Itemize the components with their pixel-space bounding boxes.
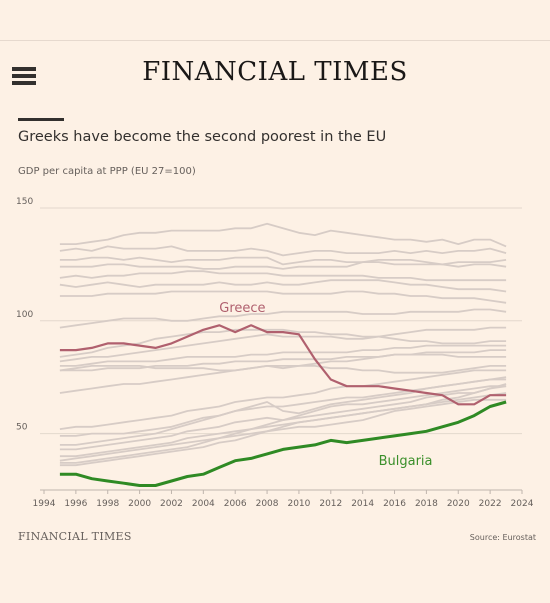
series-label-greece: Greece — [219, 301, 265, 316]
x-tick-label: 2024 — [511, 499, 534, 509]
series-line-other-country — [59, 290, 507, 304]
series-line-other-country — [59, 259, 507, 270]
source-note: Source: Eurostat — [469, 533, 536, 542]
series-line-other-country — [59, 279, 507, 293]
series-line-other-country — [59, 392, 507, 458]
series-line-greece — [59, 324, 507, 406]
series-line-other-country — [59, 308, 507, 329]
series-line-other-country — [59, 344, 507, 367]
series-line-other-country — [59, 349, 507, 372]
x-tick-label: 2002 — [160, 499, 183, 509]
series-line-other-country — [59, 222, 507, 248]
line-chart: 50 100 150 1994 1996 1998 2000 2002 2004 2006 2008… — [16, 197, 534, 509]
footer-brand: FINANCIAL TIMES — [18, 530, 132, 543]
x-tick-label: 2008 — [256, 499, 279, 509]
series-line-other-country — [59, 353, 507, 394]
series-line-other-country — [59, 326, 507, 363]
x-tick-label: 2012 — [319, 499, 342, 509]
hamburger-menu-icon[interactable] — [12, 67, 36, 85]
y-tick-label: 50 — [16, 423, 28, 433]
series-line-other-country — [59, 383, 507, 467]
x-tick-label: 2000 — [128, 499, 151, 509]
x-tick-label: 2010 — [287, 499, 310, 509]
x-tick-label: 2022 — [479, 499, 502, 509]
x-tick-label: 1996 — [64, 499, 87, 509]
y-tick-label: 100 — [16, 310, 33, 320]
chart-subtitle: GDP per capita at PPP (EU 27=100) — [18, 166, 196, 177]
y-tick-label: 150 — [16, 197, 33, 207]
x-tick-label: 2014 — [351, 499, 374, 509]
series-label-bulgaria: Bulgaria — [379, 454, 433, 469]
series-line-other-country — [59, 369, 507, 430]
x-tick-label: 2006 — [224, 499, 247, 509]
x-tick-label: 1998 — [96, 499, 119, 509]
x-tick-label: 2018 — [415, 499, 438, 509]
series-line-other-country — [59, 256, 507, 266]
brand-logo[interactable]: FINANCIAL TIMES — [142, 57, 408, 87]
series-line-other-country — [59, 398, 507, 462]
x-tick-label: 2016 — [383, 499, 406, 509]
series-line-other-country — [59, 245, 507, 257]
series-line-other-country — [59, 365, 507, 374]
x-tick-label: 2004 — [192, 499, 215, 509]
masthead: FINANCIAL TIMES — [0, 40, 550, 113]
series-line-bulgaria — [59, 400, 507, 487]
x-tick-label: 2020 — [447, 499, 470, 509]
series-line-other-country — [59, 270, 507, 282]
title-accent-bar — [18, 118, 64, 121]
chart-title: Greeks have become the second poorest in… — [18, 129, 387, 145]
x-tick-label: 1994 — [33, 499, 56, 509]
series-line-other-country — [59, 378, 507, 446]
